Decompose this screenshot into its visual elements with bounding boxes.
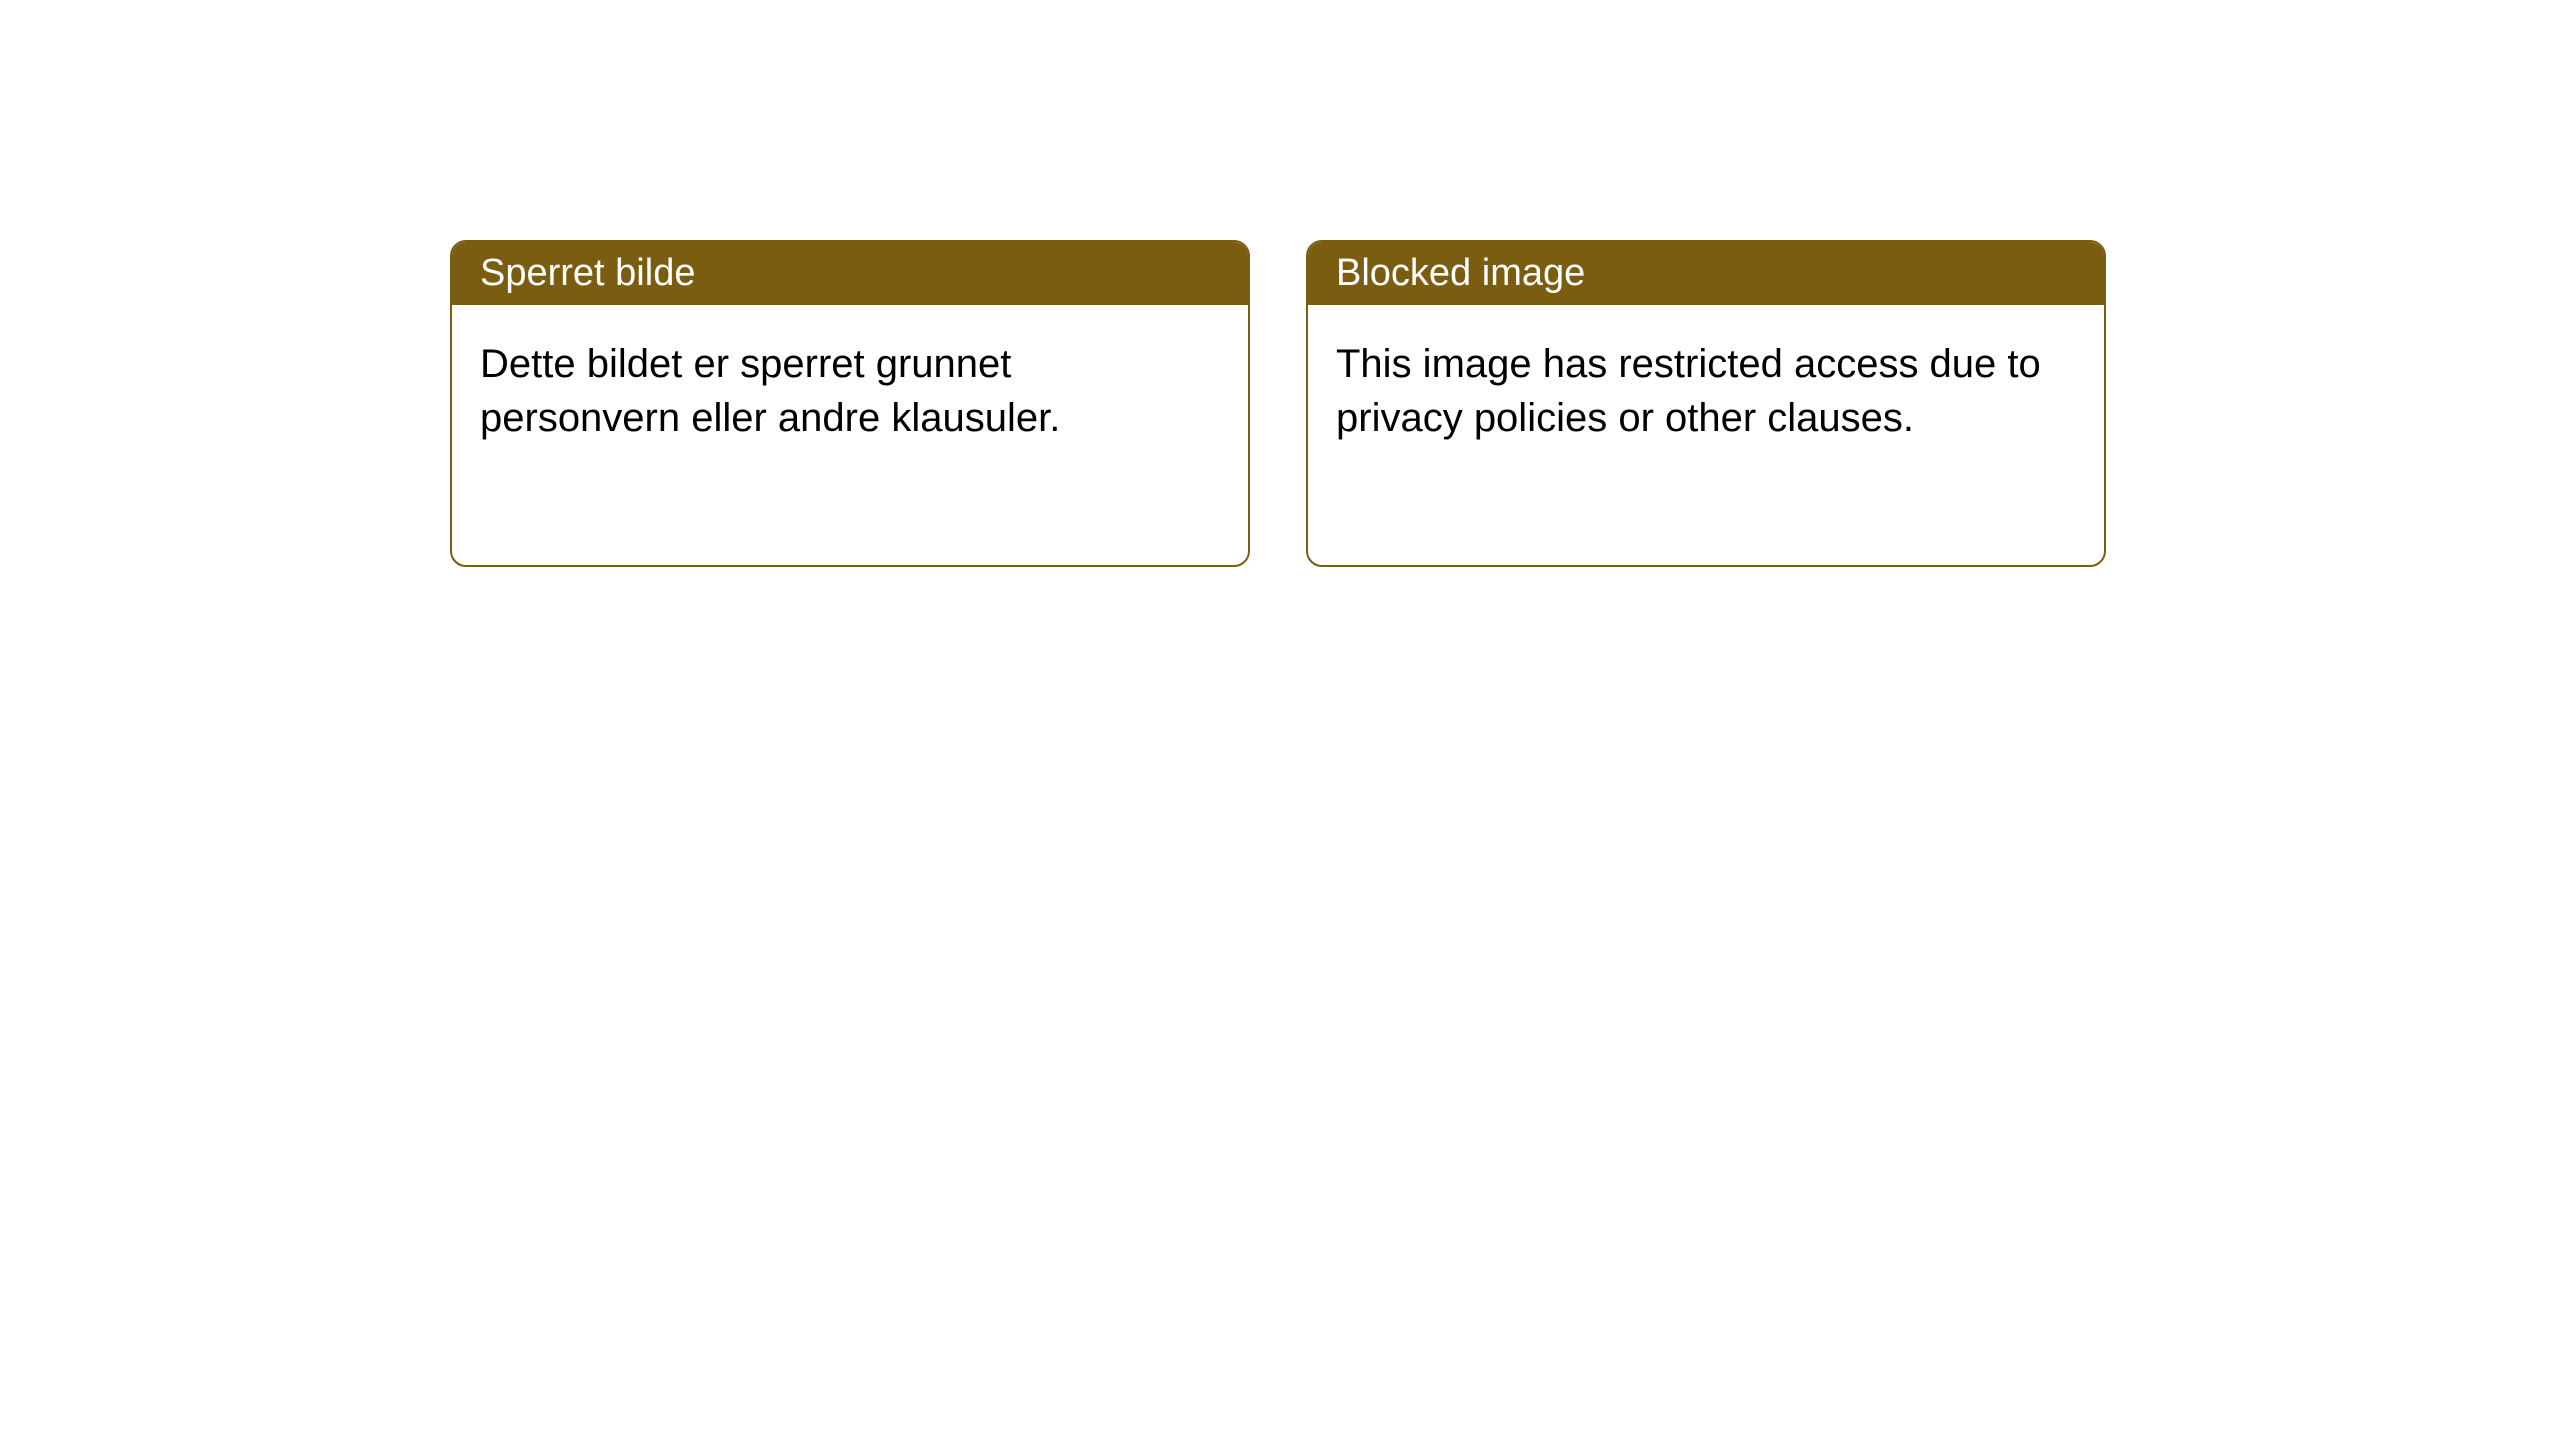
notice-header-english: Blocked image	[1308, 242, 2104, 305]
notice-title-english: Blocked image	[1336, 252, 1585, 294]
notice-container: Sperret bilde Dette bildet er sperret gr…	[450, 240, 2106, 567]
notice-card-norwegian: Sperret bilde Dette bildet er sperret gr…	[450, 240, 1250, 567]
notice-header-norwegian: Sperret bilde	[452, 242, 1248, 305]
notice-body-norwegian: Dette bildet er sperret grunnet personve…	[452, 305, 1248, 565]
notice-message-english: This image has restricted access due to …	[1336, 342, 2041, 440]
notice-message-norwegian: Dette bildet er sperret grunnet personve…	[480, 342, 1060, 440]
notice-body-english: This image has restricted access due to …	[1308, 305, 2104, 565]
notice-title-norwegian: Sperret bilde	[480, 252, 695, 294]
notice-card-english: Blocked image This image has restricted …	[1306, 240, 2106, 567]
